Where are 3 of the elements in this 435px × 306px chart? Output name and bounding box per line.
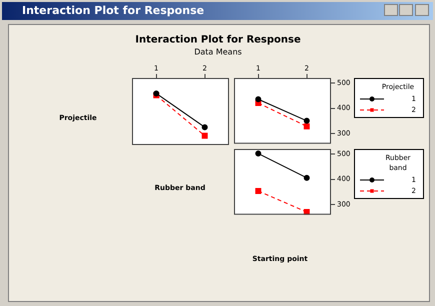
chart-subtitle: Data Means	[194, 48, 242, 56]
chart-title: Interaction Plot for Response	[22, 4, 204, 17]
chart-title: Interaction Plot for Response	[135, 34, 301, 46]
